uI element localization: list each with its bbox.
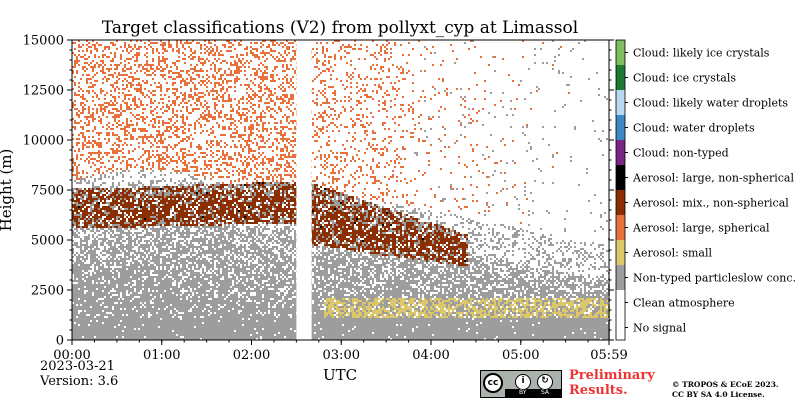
legend-label: No signal bbox=[633, 322, 687, 335]
colorbar-swatch bbox=[616, 290, 625, 315]
legend-label: Aerosol: large, non-spherical bbox=[632, 172, 794, 185]
y-tick-label: 5000 bbox=[31, 234, 64, 249]
legend-label: Clean atmosphere bbox=[633, 297, 735, 310]
class-aerosol-large-spherical-layer bbox=[72, 40, 570, 224]
axes: 0 2500 5000 7500 10000 12500 15000 00:00 01:00 02… bbox=[23, 34, 628, 364]
copyright-notice: © TROPOS & ECoE 2023. CC BY SA 4.0 Licen… bbox=[672, 380, 779, 400]
colorbar-frame bbox=[615, 39, 626, 341]
cc-by-label: BY bbox=[519, 389, 527, 396]
legend-label: Cloud: likely ice crystals bbox=[633, 47, 770, 60]
colorbar-swatch bbox=[616, 165, 625, 190]
class-aerosol-mix-layer bbox=[72, 182, 468, 266]
legend-label: Aerosol: small bbox=[632, 247, 712, 260]
x-tick-label: 03:00 bbox=[323, 348, 360, 363]
legend-label: Aerosol: mix., non-spherical bbox=[632, 197, 789, 210]
colorbar-swatch bbox=[616, 65, 625, 90]
data-gap bbox=[296, 40, 312, 340]
y-tick-label: 7500 bbox=[31, 184, 64, 199]
copyright-line2: CC BY SA 4.0 License. bbox=[672, 390, 765, 399]
cc-sa-label: SA bbox=[541, 389, 550, 396]
colorbar-legend: Cloud: likely ice crystals Cloud: ice cry… bbox=[615, 39, 796, 341]
legend-label: Aerosol: large, spherical bbox=[632, 222, 770, 235]
class-aerosol-small-layer bbox=[324, 298, 610, 318]
cc-icon: cc bbox=[483, 373, 503, 393]
cc-by-person-icon: i bbox=[515, 374, 531, 390]
version-label: Version: 3.6 bbox=[40, 374, 119, 389]
colorbar-swatch bbox=[616, 215, 625, 240]
y-tick-label: 2500 bbox=[31, 284, 64, 299]
colorbar-swatch bbox=[616, 315, 625, 340]
colorbar-swatch bbox=[616, 265, 625, 290]
chart-title: Target classifications (V2) from pollyxt… bbox=[102, 18, 578, 38]
colorbar-swatch bbox=[616, 115, 625, 140]
run-info: 2023-03-21 Version: 3.6 bbox=[40, 359, 118, 389]
y-tick-label: 0 bbox=[56, 334, 64, 349]
colorbar-swatch bbox=[616, 90, 625, 115]
preliminary-line1: Preliminary bbox=[569, 368, 655, 383]
legend-label: Cloud: non-typed bbox=[633, 147, 729, 160]
preliminary-line2: Results. bbox=[569, 383, 628, 398]
class-non-typed-layer bbox=[72, 40, 610, 340]
legend-label: Cloud: water droplets bbox=[633, 122, 755, 135]
cc-license-badge: cc i ↻ BY SA bbox=[480, 370, 562, 398]
colorbar-swatch bbox=[616, 190, 625, 215]
x-tick-label: 05:00 bbox=[502, 348, 539, 363]
colorbar-swatch bbox=[616, 140, 625, 165]
colorbar-swatch bbox=[616, 240, 625, 265]
y-tick-label: 15000 bbox=[23, 34, 64, 49]
x-tick-label: 05:59 bbox=[590, 348, 627, 363]
cc-strip: BY SA bbox=[505, 389, 561, 397]
y-axis-label: Height (m) bbox=[0, 149, 15, 232]
colorbar-swatch bbox=[616, 40, 625, 65]
legend-label: Cloud: ice crystals bbox=[633, 72, 736, 85]
copyright-line1: © TROPOS & ECoE 2023. bbox=[672, 380, 779, 389]
x-tick-label: 02:00 bbox=[233, 348, 270, 363]
cc-sa-share-icon: ↻ bbox=[537, 374, 553, 390]
date-label: 2023-03-21 bbox=[40, 359, 115, 374]
legend-label: Non-typed particleslow conc. bbox=[633, 272, 796, 285]
cc-badge-text: cc bbox=[487, 378, 499, 388]
x-tick-label: 04:00 bbox=[412, 348, 449, 363]
x-tick-label: 01:00 bbox=[143, 348, 180, 363]
legend-label: Cloud: likely water droplets bbox=[633, 97, 788, 110]
x-tick-label: 00:00 bbox=[53, 348, 90, 363]
y-tick-label: 12500 bbox=[23, 84, 64, 99]
preliminary-notice: Preliminary Results. bbox=[569, 368, 655, 398]
y-tick-label: 10000 bbox=[23, 134, 64, 149]
plot-area bbox=[72, 40, 610, 340]
x-axis-label: UTC bbox=[323, 366, 357, 384]
